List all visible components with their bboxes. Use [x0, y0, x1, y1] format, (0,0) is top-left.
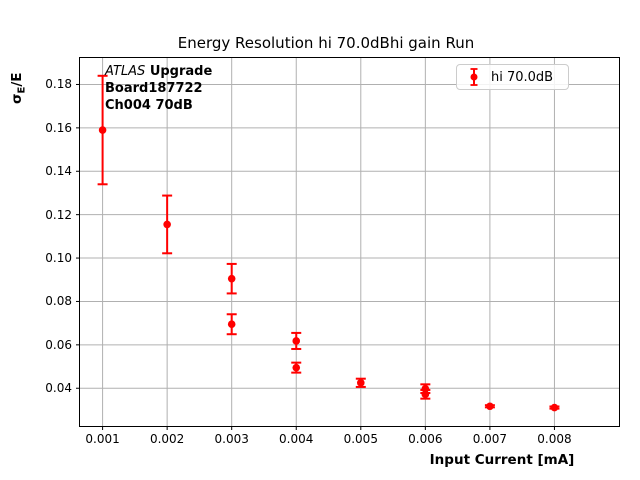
y-tick-label: 0.16 — [45, 120, 72, 135]
data-point-marker — [227, 274, 236, 283]
annotation: ATLAS Upgrade Board187722 Ch004 70dB — [105, 63, 212, 114]
plot-canvas — [76, 58, 619, 430]
y-tick-label: 0.12 — [45, 207, 72, 222]
annotation-experiment: ATLAS — [105, 64, 146, 79]
data-point-marker — [550, 403, 559, 412]
data-point-marker — [98, 126, 107, 134]
y-tick-label: 0.18 — [45, 77, 72, 92]
data-point-marker — [163, 220, 171, 229]
y-axis-label-sigma: σ — [9, 93, 25, 104]
legend: hi 70.0dB — [456, 64, 569, 90]
x-tick-label: 0.004 — [279, 432, 314, 446]
annotation-line-2: Board187722 — [105, 81, 203, 96]
data-point-marker — [292, 337, 301, 345]
errorbar-marker-icon — [470, 68, 478, 86]
data-point-marker — [356, 379, 365, 387]
x-tick-label: 0.005 — [343, 432, 378, 446]
annotation-line-1: ATLAS Upgrade — [105, 63, 212, 80]
chart-title: Energy Resolution hi 70.0dBhi gain Run — [177, 34, 475, 52]
plot-area: ATLAS Upgrade Board187722 Ch004 70dB hi … — [76, 57, 620, 430]
data-point-marker — [292, 363, 301, 372]
y-tick-label: 0.10 — [45, 251, 72, 266]
x-tick-label: 0.008 — [537, 432, 572, 446]
annotation-line-3: Ch004 70dB — [105, 98, 193, 113]
data-point-marker — [227, 320, 236, 329]
y-tick-label: 0.08 — [45, 294, 72, 309]
legend-label: hi 70.0dB — [491, 69, 554, 85]
y-tick-label: 0.04 — [45, 381, 72, 396]
x-tick-label: 0.003 — [214, 432, 249, 446]
x-tick-label: 0.006 — [408, 432, 443, 446]
x-tick-label: 0.001 — [85, 432, 120, 446]
data-point-marker — [421, 390, 430, 399]
legend-point-marker — [470, 73, 478, 81]
data-point-marker — [486, 402, 494, 411]
x-axis-label: Input Current [mA] — [429, 452, 575, 468]
x-tick-label: 0.002 — [149, 432, 185, 446]
x-tick-label: 0.007 — [472, 432, 508, 446]
y-tick-label: 0.14 — [45, 164, 72, 179]
annotation-upgrade: Upgrade — [149, 64, 213, 79]
y-tick-label: 0.06 — [45, 337, 72, 352]
